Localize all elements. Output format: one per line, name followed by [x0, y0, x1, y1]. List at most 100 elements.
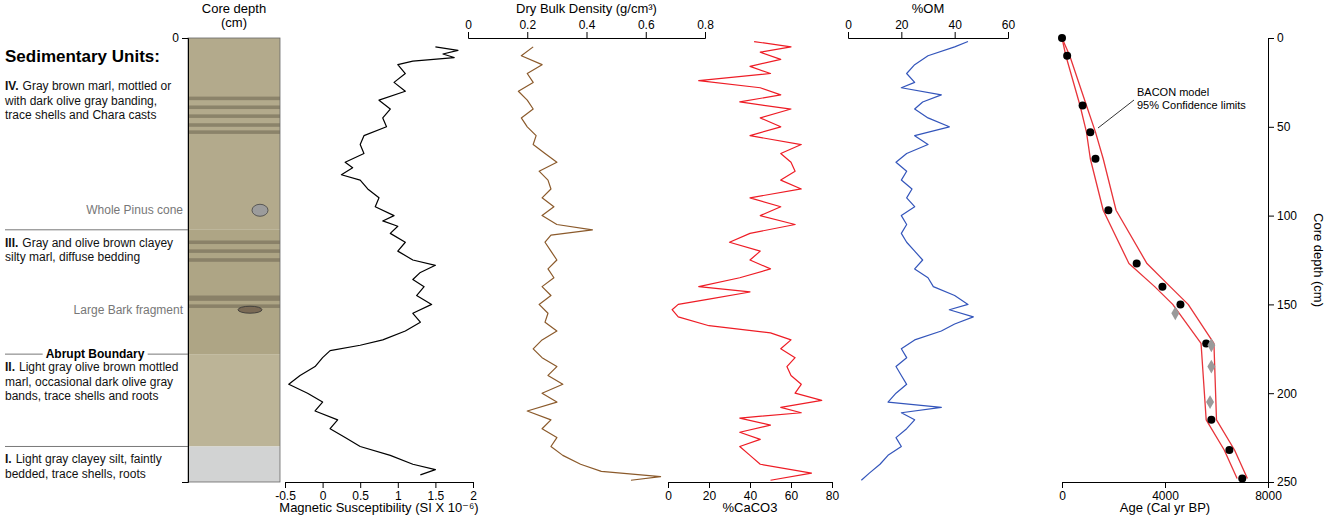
- date-point: [1171, 306, 1179, 320]
- date-point: [1091, 155, 1099, 163]
- tick-mark: [901, 32, 902, 38]
- axis-title: Core depth (cm): [1311, 213, 1326, 307]
- annotation: Large Bark fragment: [74, 303, 184, 317]
- tick-label: 0: [845, 18, 852, 32]
- tick-label: 250: [1277, 475, 1297, 489]
- date-point: [1225, 446, 1233, 454]
- tick-label: 8000: [1255, 489, 1282, 503]
- tick-mark: [285, 482, 286, 488]
- figure: Sedimentary Units:Core depth(cm)0IV.Gray…: [0, 0, 1328, 518]
- panel: 020406080%CaCO3: [665, 42, 839, 515]
- tick-mark: [182, 38, 188, 39]
- date-point: [1158, 283, 1166, 291]
- tick: 60: [785, 482, 799, 503]
- date-point: [1086, 128, 1094, 136]
- unit-text: marl, occasional dark olive gray: [5, 375, 173, 389]
- unit-text: bedded, trace shells, roots: [5, 467, 146, 481]
- date-point: [1063, 52, 1071, 60]
- tick-label: 200: [1277, 387, 1297, 401]
- tick: 0: [1059, 482, 1066, 503]
- axis: 0 50 100 150 200 250: [1268, 31, 1297, 489]
- tick-label: 0.2: [519, 18, 536, 32]
- unit-text: Light gray clayey silt, faintly: [16, 452, 162, 466]
- tick-mark: [468, 32, 469, 38]
- tick-mark: [527, 32, 528, 38]
- tick: 200: [1268, 387, 1297, 401]
- date-point: [1058, 34, 1066, 42]
- tick-mark: [435, 482, 436, 488]
- axis-title: Core depth(cm): [202, 1, 266, 30]
- tick-mark: [473, 482, 474, 488]
- dark-band: [188, 114, 280, 118]
- date-point: [1207, 360, 1215, 374]
- axis: 00.20.40.60.8: [465, 18, 714, 39]
- leader-line: [1098, 100, 1134, 128]
- unit-boundary: [5, 446, 188, 447]
- tick-mark: [360, 482, 361, 488]
- column-frame: [188, 38, 280, 482]
- unit-text: silty marl, diffuse bedding: [5, 250, 140, 264]
- unit-numeral: I.: [5, 452, 12, 466]
- profile-line: [289, 47, 458, 475]
- axis-line: [182, 39, 189, 483]
- unit-numeral: II.: [5, 360, 15, 374]
- tick-mark: [646, 32, 647, 38]
- unit-block: [188, 38, 280, 230]
- axis-line: [669, 483, 833, 489]
- date-point: [1207, 338, 1215, 352]
- axis-line: [286, 483, 474, 489]
- profile-line: [672, 42, 822, 481]
- axis-title: Age (Cal yr BP): [1120, 500, 1210, 515]
- axis-title: Magnetic Susceptibility (SI X 10⁻⁶): [279, 500, 478, 515]
- date-point: [1104, 206, 1112, 214]
- tick-label: 0.4: [579, 18, 596, 32]
- tick-label: 0: [665, 489, 672, 503]
- tick-mark: [709, 482, 710, 488]
- unit-text: bands, trace shells and roots: [5, 389, 158, 403]
- tick-mark: [1268, 482, 1274, 483]
- tick-mark: [1165, 482, 1166, 488]
- tick-label: 0: [1277, 31, 1284, 45]
- tick-label: 150: [1277, 298, 1297, 312]
- plot-area: [1058, 34, 1247, 482]
- tick-label: 20: [895, 18, 909, 32]
- unit-text: trace shells and Chara casts: [5, 108, 156, 122]
- tick-label: 0: [465, 18, 472, 32]
- heading: Sedimentary Units:: [5, 47, 160, 66]
- dark-band: [188, 123, 280, 127]
- tick: 0: [465, 18, 472, 38]
- dark-band: [188, 249, 280, 253]
- tick-mark: [1268, 304, 1274, 305]
- cone-icon: [252, 204, 268, 216]
- tick: 0: [665, 482, 672, 503]
- unit-block: [188, 446, 280, 482]
- unit-text: Light gray olive brown mottled: [19, 360, 178, 374]
- tick-label: 60: [785, 489, 799, 503]
- tick: 80: [826, 482, 840, 503]
- tick: 0: [1268, 31, 1284, 45]
- date-point: [1079, 101, 1087, 109]
- axis-line: [469, 32, 706, 39]
- tick-mark: [1268, 127, 1274, 128]
- tick-mark: [1268, 216, 1274, 217]
- tick-label: 100: [1277, 209, 1297, 223]
- plot-area: [861, 42, 973, 481]
- axis-title: %OM: [912, 1, 945, 16]
- tick: 20: [703, 482, 717, 503]
- unit-block: [188, 230, 280, 354]
- annotation: BACON model: [1137, 86, 1209, 98]
- axis-line: [1063, 483, 1269, 489]
- tick: 20: [895, 18, 909, 38]
- tick-mark: [668, 482, 669, 488]
- tick: 0.4: [579, 18, 596, 38]
- tick-label: 20: [703, 489, 717, 503]
- axis-line: [1269, 39, 1275, 483]
- tick-label: 80: [826, 489, 840, 503]
- tick-mark: [750, 482, 751, 488]
- tick-mark: [832, 482, 833, 488]
- panel: 040008000Age (Cal yr BP)050100150200250C…: [1058, 31, 1326, 515]
- profile-line: [1062, 38, 1247, 478]
- tick-mark: [323, 482, 324, 488]
- tick: 50: [1268, 120, 1291, 134]
- unit-block: [188, 354, 280, 446]
